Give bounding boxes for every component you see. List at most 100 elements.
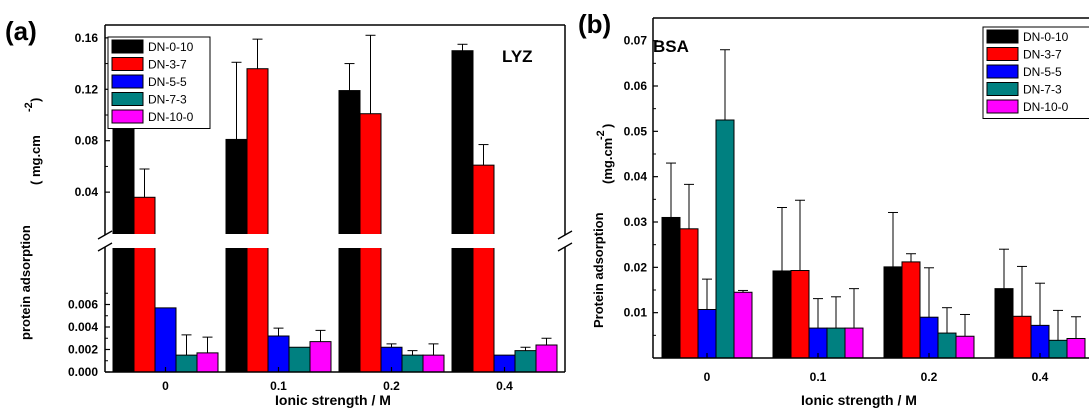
bar-DN-5-5-0 (697, 308, 717, 359)
legend-label-DN-7-3: DN-7-3 (1023, 83, 1062, 97)
axis-break-gap (106, 234, 564, 248)
x-tick-label-0: 0 (162, 379, 169, 393)
y-label-lower-a: protein adsorption (18, 225, 33, 340)
bar-DN-0-10-0.2 (338, 90, 361, 373)
y-tick-label: 0.002 (68, 343, 98, 357)
x-tick-label-0: 0 (704, 370, 711, 384)
annotation-lyz: LYZ (502, 47, 533, 66)
y-tick-label: 0.02 (624, 260, 648, 274)
y-tick-label: 0.05 (624, 124, 648, 138)
bar-DN-5-5-0.2 (919, 316, 939, 359)
bar-DN-10-0-0.4 (1066, 338, 1086, 359)
bar-DN-10-0-0.2 (422, 354, 445, 373)
bar-DN-7-3-0.4 (514, 350, 537, 373)
bar-DN-5-5-0 (154, 307, 177, 373)
legend-swatch-DN-5-5 (111, 74, 144, 89)
y-tick-label: 0.006 (68, 298, 98, 312)
bar-DN-0-10-0.1 (225, 138, 248, 373)
panel-label-a: (a) (5, 16, 37, 46)
x-axis-label-b: Ionic strength / M (801, 392, 917, 408)
break-mark (97, 242, 113, 252)
bar-DN-0-10-0.4 (994, 288, 1014, 359)
bar-DN-3-7-0.2 (901, 261, 921, 359)
y-label-upper-a: ( mg.cm (28, 135, 43, 185)
bar-DN-3-7-0 (133, 196, 156, 373)
y-label-close-b: ) (600, 124, 615, 128)
bar-DN-7-3-0 (175, 354, 198, 373)
bar-DN-3-7-0.4 (472, 164, 495, 373)
y-label-sup-b: -2 (595, 130, 607, 140)
y-tick-label: 0.08 (75, 134, 99, 148)
bar-DN-7-3-0.1 (288, 346, 311, 373)
legend-label-DN-3-7: DN-3-7 (1023, 48, 1062, 62)
legend-lyz: DN-0-10 DN-3-7 DN-5-5 DN-7-3 DN-10-0 (107, 36, 211, 129)
bar-DN-10-0-0.2 (955, 335, 975, 359)
bar-DN-10-0-0 (196, 352, 219, 373)
legend-label-DN-5-5: DN-5-5 (148, 75, 187, 89)
panel-label-b: (b) (578, 9, 611, 39)
y-tick-label: 0.01 (624, 306, 648, 320)
bar-DN-3-7-0.1 (246, 68, 269, 373)
legend-label-DN-5-5: DN-5-5 (1023, 65, 1062, 79)
bar-DN-10-0-0.1 (844, 327, 864, 359)
axes-bsa (652, 17, 1089, 359)
y-tick-label: 0.03 (624, 215, 648, 229)
break-mark (557, 242, 573, 252)
legend-swatch-DN-7-3 (986, 82, 1019, 96)
legend-swatch-DN-0-10 (111, 39, 144, 54)
bar-DN-7-3-0.2 (401, 354, 424, 373)
chart-bsa: (b) BSA Protein adsorption (mg.cm -2 ) 0… (578, 9, 1089, 408)
y-tick-label: 0.004 (68, 320, 98, 334)
y-label-lower-b: Protein adsorption (591, 212, 606, 328)
x-tick-label-0.2: 0.2 (383, 379, 400, 393)
y-axis-label-a: protein adsorption ( mg.cm -2 ) (18, 98, 43, 340)
legend-bsa: DN-0-10 DN-3-7 DN-5-5 DN-7-3 DN-10-0 (982, 26, 1089, 119)
break-mark (97, 230, 113, 240)
bar-DN-0-10-0 (661, 216, 681, 359)
y-tick-label: 0.12 (75, 82, 99, 96)
y-tick-label: 0.04 (75, 185, 99, 199)
legend-swatch-DN-0-10 (986, 29, 1019, 44)
legend-swatch-DN-10-0 (111, 109, 144, 124)
y-tick-label: 0.07 (624, 34, 648, 48)
legend-label-DN-0-10: DN-0-10 (1023, 30, 1069, 44)
y-label-close-a: ) (28, 98, 43, 102)
legend-label-DN-0-10: DN-0-10 (148, 40, 194, 54)
chart-lyz: (a) LYZ protein adsorption ( mg.cm -2 ) … (5, 16, 573, 408)
y-label-sup-a: -2 (23, 102, 35, 112)
x-tick-label-0.2: 0.2 (921, 370, 938, 384)
bar-DN-3-7-0 (679, 228, 699, 359)
y-label-upper-b: (mg.cm (600, 138, 615, 184)
legend-label-DN-10-0: DN-10-0 (148, 110, 194, 124)
legend-swatch-DN-7-3 (111, 92, 144, 106)
legend-label-DN-7-3: DN-7-3 (148, 93, 187, 107)
y-axis-label-b: Protein adsorption (mg.cm -2 ) (591, 124, 615, 328)
bar-DN-10-0-0 (733, 291, 753, 359)
x-tick-label-0.1: 0.1 (270, 379, 287, 393)
y-tick-label: 0.000 (68, 365, 98, 379)
x-tick-label-0.4: 0.4 (496, 379, 513, 393)
bar-DN-7-3-0 (715, 119, 735, 359)
bar-DN-10-0-0.4 (535, 344, 558, 373)
legend-swatch-DN-5-5 (986, 64, 1019, 79)
legend-swatch-DN-3-7 (111, 57, 144, 71)
bar-DN-3-7-0.1 (790, 270, 810, 359)
bar-DN-7-3-0.2 (937, 332, 957, 359)
bar-DN-0-10-0.4 (451, 50, 474, 373)
annotation-bsa: BSA (653, 37, 689, 56)
bar-DN-3-7-0.4 (1012, 315, 1032, 359)
bar-DN-5-5-0.1 (267, 335, 290, 373)
x-tick-label-0.1: 0.1 (810, 370, 827, 384)
y-tick-label: 0.04 (624, 170, 648, 184)
legend-label-DN-10-0: DN-10-0 (1023, 100, 1069, 114)
break-mark (557, 230, 573, 240)
y-tick-label: 0.16 (75, 31, 99, 45)
bar-DN-10-0-0.1 (309, 341, 332, 373)
ticks-bsa: 0.01 0.02 0.03 0.04 0.05 0.06 0.07 0 0.1 0.2 0.4 (624, 34, 1049, 384)
x-axis-label-a: Ionic strength / M (275, 392, 391, 408)
x-tick-label-0.4: 0.4 (1032, 370, 1049, 384)
bar-DN-0-10-0.2 (883, 266, 903, 359)
legend-swatch-DN-3-7 (986, 47, 1019, 61)
y-tick-label: 0.06 (624, 79, 648, 93)
